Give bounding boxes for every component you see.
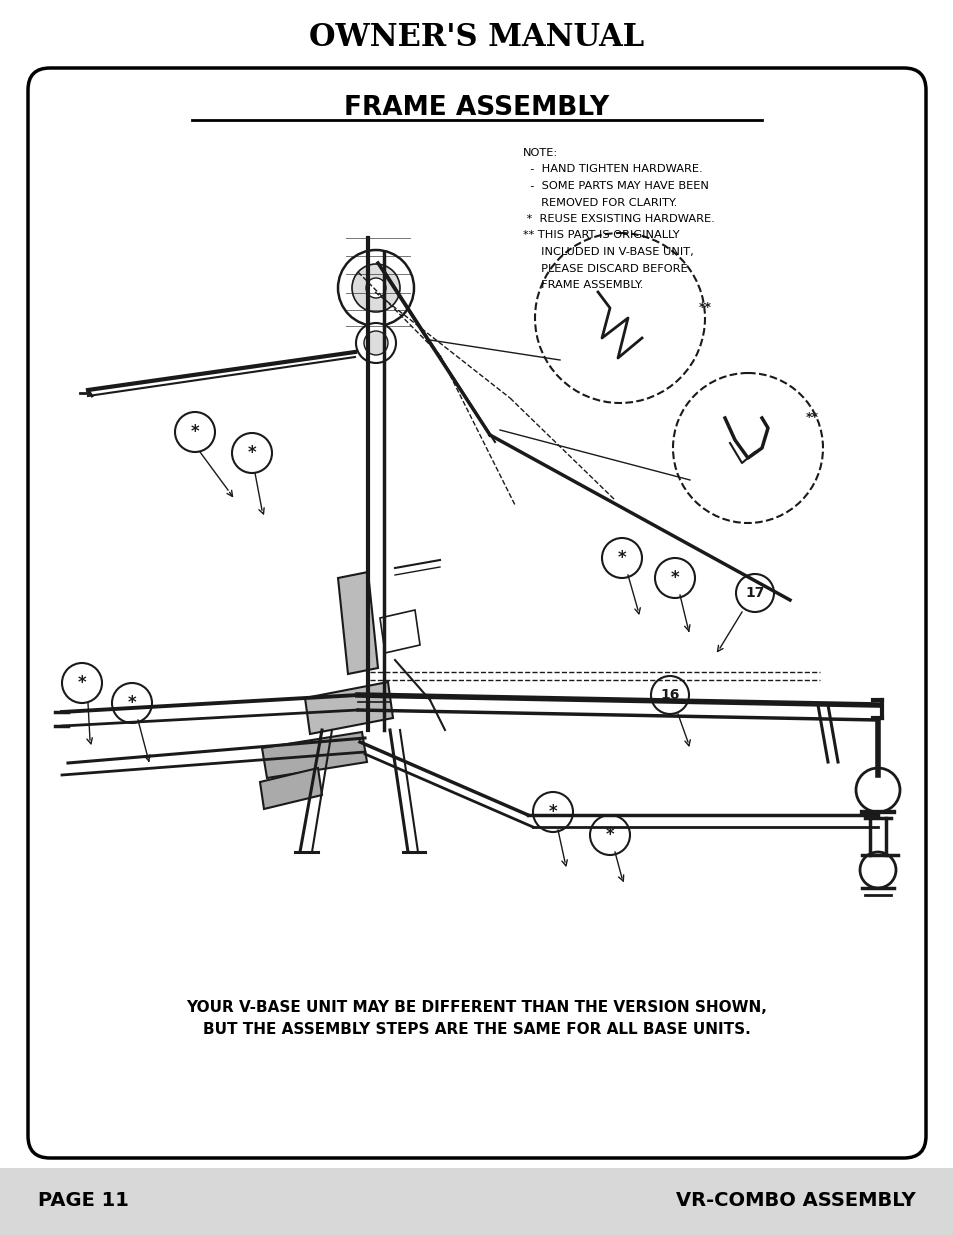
Text: -  HAND TIGHTEN HARDWARE.: - HAND TIGHTEN HARDWARE. — [522, 164, 702, 174]
Circle shape — [533, 792, 573, 832]
Text: OWNER'S MANUAL: OWNER'S MANUAL — [309, 22, 644, 53]
Text: *: * — [617, 550, 626, 567]
Text: *: * — [548, 803, 557, 821]
Text: FRAME ASSEMBLY.: FRAME ASSEMBLY. — [522, 280, 642, 290]
Circle shape — [232, 433, 272, 473]
Text: *: * — [128, 694, 136, 713]
Circle shape — [112, 683, 152, 722]
Circle shape — [650, 676, 688, 714]
Text: FRAME ASSEMBLY: FRAME ASSEMBLY — [344, 95, 609, 121]
Circle shape — [174, 412, 214, 452]
Text: PAGE 11: PAGE 11 — [38, 1191, 129, 1209]
Text: *: * — [77, 674, 86, 692]
Text: ** THIS PART IS ORIGINALLY: ** THIS PART IS ORIGINALLY — [522, 231, 679, 241]
Text: **: ** — [804, 411, 818, 425]
Circle shape — [859, 852, 895, 888]
Polygon shape — [305, 682, 393, 734]
Text: *: * — [248, 445, 256, 462]
Text: INCLUDED IN V-BASE UNIT,: INCLUDED IN V-BASE UNIT, — [522, 247, 693, 257]
Text: REMOVED FOR CLARITY.: REMOVED FOR CLARITY. — [522, 198, 677, 207]
Text: 16: 16 — [659, 688, 679, 701]
Text: -  SOME PARTS MAY HAVE BEEN: - SOME PARTS MAY HAVE BEEN — [522, 182, 708, 191]
Text: *: * — [191, 424, 199, 441]
Bar — [0, 1168, 953, 1235]
Text: 17: 17 — [744, 585, 764, 600]
Text: PLEASE DISCARD BEFORE: PLEASE DISCARD BEFORE — [522, 263, 687, 273]
Polygon shape — [379, 610, 419, 653]
Circle shape — [589, 815, 629, 855]
Text: YOUR V-BASE UNIT MAY BE DIFFERENT THAN THE VERSION SHOWN,: YOUR V-BASE UNIT MAY BE DIFFERENT THAN T… — [187, 1000, 766, 1015]
Circle shape — [355, 324, 395, 363]
Circle shape — [366, 278, 386, 298]
Polygon shape — [260, 768, 322, 809]
FancyBboxPatch shape — [28, 68, 925, 1158]
Polygon shape — [262, 732, 367, 778]
Text: *: * — [670, 569, 679, 587]
Text: **: ** — [698, 301, 711, 315]
Circle shape — [672, 373, 822, 522]
Text: VR-COMBO ASSEMBLY: VR-COMBO ASSEMBLY — [676, 1191, 915, 1209]
Circle shape — [655, 558, 695, 598]
Circle shape — [601, 538, 641, 578]
Circle shape — [855, 768, 899, 811]
Text: NOTE:: NOTE: — [522, 148, 558, 158]
Text: BUT THE ASSEMBLY STEPS ARE THE SAME FOR ALL BASE UNITS.: BUT THE ASSEMBLY STEPS ARE THE SAME FOR … — [203, 1023, 750, 1037]
Text: *: * — [605, 826, 614, 844]
Circle shape — [337, 249, 414, 326]
Circle shape — [352, 264, 399, 312]
Circle shape — [535, 233, 704, 403]
Text: *  REUSE EXSISTING HARDWARE.: * REUSE EXSISTING HARDWARE. — [522, 214, 714, 224]
Circle shape — [735, 574, 773, 613]
Circle shape — [364, 331, 388, 354]
Polygon shape — [337, 572, 377, 674]
Circle shape — [62, 663, 102, 703]
